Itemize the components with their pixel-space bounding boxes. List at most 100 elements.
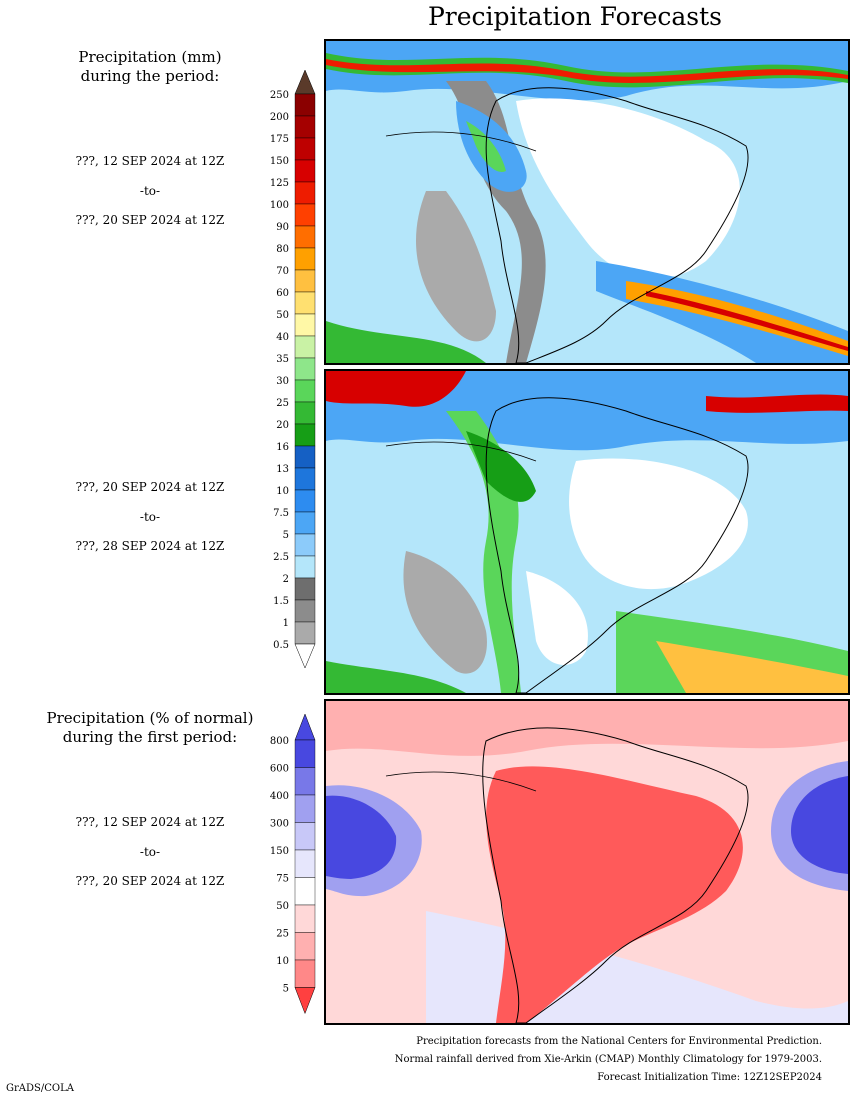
mm-colorbar-tick-label: 10: [276, 486, 289, 497]
pct-colorbar-swatch: [294, 959, 316, 988]
pct-colorbar-tick-label: 50: [276, 901, 289, 912]
mm-colorbar-swatch: [294, 335, 316, 359]
mm-colorbar-swatch: [294, 203, 316, 227]
mm-colorbar-swatch: [294, 401, 316, 425]
mm-colorbar-tick-label: 35: [276, 354, 289, 365]
period-2-start: ???, 20 SEP 2024 at 12Z: [75, 480, 225, 494]
pct-colorbar-swatch: [294, 794, 316, 823]
pct-colorbar-top-arrow: [294, 714, 316, 741]
mm-colorbar-swatch: [294, 291, 316, 315]
map-panel-period-1: [324, 39, 850, 365]
pct-colorbar-swatch: [294, 822, 316, 851]
mm-colorbar-bottom-arrow: [294, 643, 316, 669]
pct-colorbar-tick-label: 300: [270, 819, 289, 830]
period-1-start: ???, 12 SEP 2024 at 12Z: [75, 154, 225, 168]
mm-colorbar-swatch: [294, 313, 316, 337]
pct-colorbar-swatch: [294, 877, 316, 906]
pct-colorbar-swatch: [294, 739, 316, 768]
mm-colorbar-swatch: [294, 577, 316, 601]
pct-colorbar-tick-label: 25: [276, 929, 289, 940]
period-3-sep: -to-: [139, 845, 161, 859]
pct-legend-title-line1: Precipitation (% of normal): [46, 709, 254, 727]
mm-colorbar-tick-label: 50: [276, 310, 289, 321]
mm-colorbar-tick-label: 70: [276, 266, 289, 277]
mm-colorbar-top-arrow: [294, 70, 316, 95]
mm-colorbar-swatch: [294, 137, 316, 161]
pct-colorbar-tick-label: 10: [276, 956, 289, 967]
page-title: Precipitation Forecasts: [427, 2, 723, 31]
mm-colorbar-tick-label: 13: [276, 464, 289, 475]
mm-legend-title-line2: during the period:: [80, 67, 220, 85]
precip-map-1: [326, 41, 848, 363]
mm-colorbar-tick-label: 2: [283, 574, 289, 585]
mm-colorbar-swatch: [294, 181, 316, 205]
mm-colorbar: 2502001751501251009080706050403530252016…: [270, 70, 316, 669]
mm-legend-title-line1: Precipitation (mm): [78, 48, 222, 66]
mm-colorbar-tick-label: 1.5: [273, 596, 289, 607]
mm-colorbar-swatch: [294, 533, 316, 557]
credits: Precipitation forecasts from the Nationa…: [262, 1033, 822, 1087]
pct-colorbar: 800 600 400 300 150 75 50 25 10 5: [270, 714, 316, 1015]
grads-cola-label: GrADS/COLA: [6, 1083, 74, 1094]
credits-line3: Forecast Initialization Time: 12Z12SEP20…: [597, 1072, 822, 1083]
mm-colorbar-tick-label: 125: [270, 178, 289, 189]
pct-colorbar-bottom-arrow: [294, 987, 316, 1015]
mm-colorbar-tick-label: 100: [270, 200, 289, 211]
mm-colorbar-tick-label: 200: [270, 112, 289, 123]
pct-colorbar-tick-label: 150: [270, 846, 289, 857]
mm-colorbar-swatch: [294, 269, 316, 293]
mm-colorbar-tick-label: 40: [276, 332, 289, 343]
mm-colorbar-tick-label: 2.5: [273, 552, 289, 563]
mm-colorbar-swatch: [294, 511, 316, 535]
mm-colorbar-swatch: [294, 247, 316, 271]
percent-normal-map: [326, 701, 848, 1023]
mm-colorbar-swatch: [294, 621, 316, 645]
mm-colorbar-swatch: [294, 489, 316, 513]
pct-colorbar-tick-label: 400: [270, 791, 289, 802]
pct-colorbar-tick-label: 5: [283, 984, 289, 995]
mm-colorbar-swatch: [294, 423, 316, 447]
map-panel-percent-normal: [324, 699, 850, 1025]
mm-colorbar-tick-label: 80: [276, 244, 289, 255]
period-3-start: ???, 12 SEP 2024 at 12Z: [75, 815, 225, 829]
period-2-sep: -to-: [139, 510, 161, 524]
period-1-sep: -to-: [139, 184, 161, 198]
mm-colorbar-tick-label: 30: [276, 376, 289, 387]
period-2-end: ???, 28 SEP 2024 at 12Z: [75, 539, 225, 553]
map-panel-period-2: [324, 369, 850, 695]
mm-colorbar-swatch: [294, 445, 316, 469]
mm-colorbar-tick-label: 0.5: [273, 640, 289, 651]
pct-legend-title-line2: during the first period:: [62, 728, 238, 746]
mm-colorbar-tick-label: 90: [276, 222, 289, 233]
mm-colorbar-tick-label: 250: [270, 90, 289, 101]
period-3-end: ???, 20 SEP 2024 at 12Z: [75, 874, 225, 888]
mm-colorbar-swatch: [294, 555, 316, 579]
pct-colorbar-swatch: [294, 849, 316, 878]
mm-legend-title: Precipitation (mm) during the period:: [30, 48, 270, 86]
mm-colorbar-swatch: [294, 159, 316, 183]
mm-colorbar-tick-label: 16: [276, 442, 289, 453]
mm-colorbar-tick-label: 7.5: [273, 508, 289, 519]
mm-colorbar-tick-label: 5: [283, 530, 289, 541]
mm-colorbar-swatch: [294, 467, 316, 491]
mm-colorbar-swatch: [294, 357, 316, 381]
mm-colorbar-tick-label: 175: [270, 134, 289, 145]
mm-colorbar-tick-label: 25: [276, 398, 289, 409]
pct-colorbar-tick-label: 800: [270, 736, 289, 747]
mm-colorbar-swatch: [294, 599, 316, 623]
mm-colorbar-tick-label: 1: [283, 618, 289, 629]
mm-colorbar-swatch: [294, 379, 316, 403]
pct-colorbar-swatch: [294, 904, 316, 933]
credits-line1: Precipitation forecasts from the Nationa…: [416, 1036, 822, 1047]
mm-colorbar-tick-label: 150: [270, 156, 289, 167]
mm-colorbar-tick-label: 60: [276, 288, 289, 299]
period-1-end: ???, 20 SEP 2024 at 12Z: [75, 213, 225, 227]
mm-colorbar-tick-label: 20: [276, 420, 289, 431]
credits-line2: Normal rainfall derived from Xie-Arkin (…: [394, 1054, 822, 1065]
mm-colorbar-swatch: [294, 93, 316, 117]
precip-map-2: [326, 371, 848, 693]
pct-colorbar-tick-label: 75: [276, 874, 289, 885]
mm-colorbar-swatch: [294, 115, 316, 139]
pct-colorbar-tick-label: 600: [270, 764, 289, 775]
mm-colorbar-swatch: [294, 225, 316, 249]
